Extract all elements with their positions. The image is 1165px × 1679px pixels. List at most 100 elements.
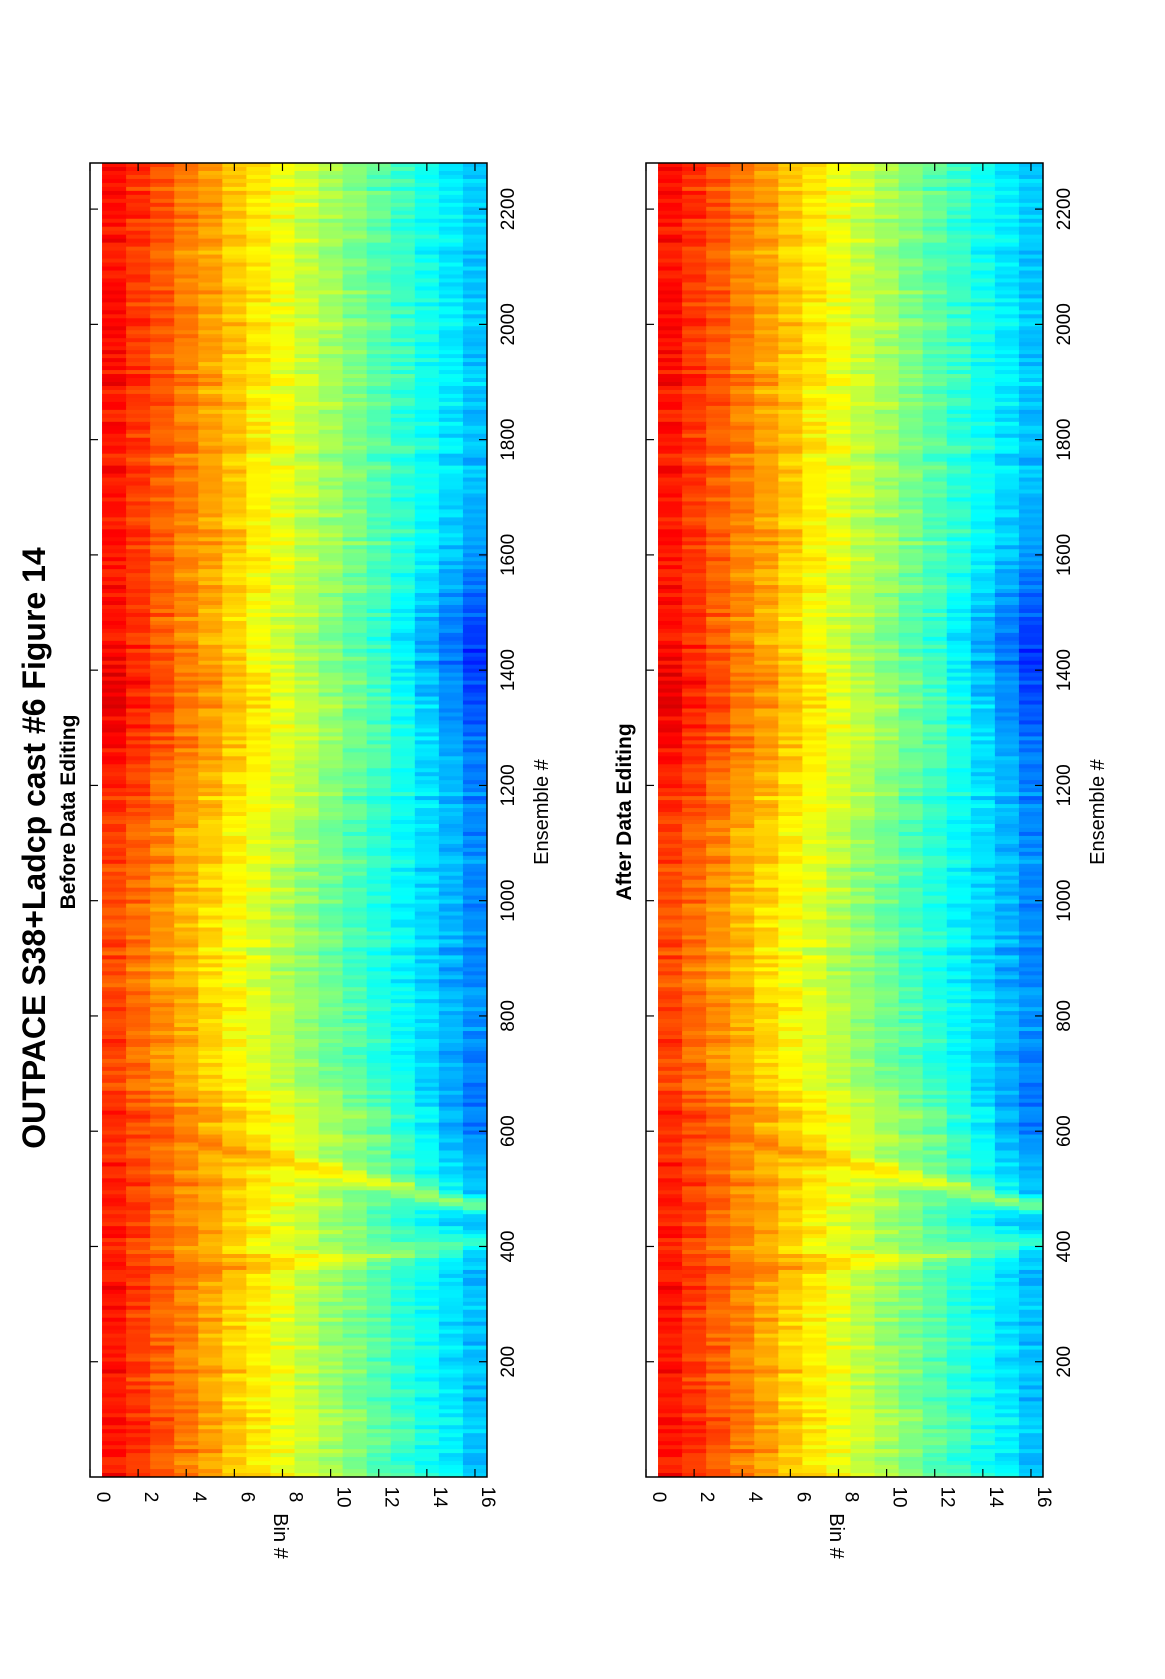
heatmap-cell (318, 1110, 344, 1116)
heatmap-cell (294, 190, 320, 196)
heatmap-cell (390, 604, 416, 610)
heatmap-cell (174, 433, 199, 439)
heatmap-row (102, 820, 487, 825)
heatmap-cell (366, 820, 392, 825)
heatmap-row (102, 274, 487, 280)
heatmap-cell (246, 573, 272, 578)
heatmap-cell (102, 1027, 127, 1032)
heatmap-cell (246, 266, 272, 272)
heatmap-row (102, 883, 487, 889)
heatmap-cell (126, 1070, 151, 1076)
heatmap-cell (318, 397, 344, 403)
heatmap-cell (150, 676, 175, 682)
heatmap-cell (246, 1046, 272, 1052)
heatmap-cell (174, 469, 199, 475)
heatmap-cell (150, 1150, 175, 1156)
heatmap-cell (390, 238, 416, 244)
heatmap-cell (126, 1182, 151, 1187)
heatmap-cell (294, 919, 320, 925)
heatmap-cell (342, 163, 368, 168)
heatmap-cell (174, 1098, 199, 1104)
heatmap-cell (174, 1122, 199, 1128)
heatmap-cell (150, 1190, 175, 1195)
heatmap-cell (102, 1162, 127, 1168)
heatmap-cell (126, 561, 151, 566)
heatmap-cell (126, 445, 151, 451)
heatmap-cell (462, 1242, 487, 1247)
heatmap-cell (222, 226, 247, 232)
heatmap-cell (174, 636, 199, 642)
heatmap-cell (462, 1166, 487, 1171)
heatmap-cell (174, 899, 199, 905)
heatmap-cell (270, 1126, 296, 1132)
heatmap-cell (294, 330, 320, 335)
heatmap-cell (438, 696, 464, 702)
heatmap-cell (342, 1297, 368, 1303)
heatmap-cell (366, 628, 392, 634)
heatmap-cell (462, 1313, 487, 1319)
heatmap-cell (438, 720, 464, 726)
heatmap-cell (366, 306, 392, 311)
heatmap-cell (414, 1150, 440, 1156)
heatmap-row (102, 800, 487, 805)
heatmap-cell (462, 274, 487, 280)
heatmap-cell (342, 593, 368, 598)
heatmap-cell (318, 1035, 344, 1040)
heatmap-cell (414, 597, 440, 602)
heatmap-cell (294, 601, 320, 606)
heatmap-cell (222, 1114, 247, 1120)
heatmap-cell (126, 1122, 151, 1128)
heatmap-cell (342, 1114, 368, 1120)
heatmap-cell (390, 851, 416, 857)
heatmap-cell (222, 493, 247, 499)
heatmap-cell (126, 744, 151, 749)
heatmap-cell (390, 947, 416, 952)
heatmap-cell (390, 449, 416, 455)
heatmap-cell (294, 1190, 320, 1195)
heatmap-cell (150, 1305, 175, 1311)
heatmap-cell (318, 194, 344, 200)
heatmap-cell (318, 1301, 344, 1307)
heatmap-cell (198, 620, 223, 626)
heatmap-row (102, 1238, 487, 1243)
heatmap-cell (390, 704, 416, 710)
heatmap-cell (102, 170, 127, 176)
heatmap-cell (222, 1138, 247, 1144)
heatmap-cell (294, 851, 320, 857)
heatmap-cell (342, 616, 368, 622)
heatmap-cell (270, 1106, 296, 1112)
heatmap-row (102, 1226, 487, 1231)
heatmap-cell (318, 1114, 344, 1120)
heatmap-cell (102, 616, 127, 622)
heatmap-cell (438, 895, 464, 901)
heatmap-cell (294, 644, 320, 650)
heatmap-cell (222, 1242, 247, 1247)
heatmap-row (102, 911, 487, 917)
heatmap-cell (342, 1273, 368, 1279)
heatmap-cell (318, 513, 344, 518)
heatmap-cell (462, 808, 487, 813)
heatmap-cell (414, 246, 440, 252)
heatmap-cell (438, 298, 464, 303)
heatmap-cell (174, 1281, 199, 1287)
heatmap-cell (174, 537, 199, 542)
heatmap-cell (270, 354, 296, 359)
heatmap-cell (126, 469, 151, 475)
heatmap-cell (246, 1039, 272, 1044)
heatmap-cell (126, 923, 151, 929)
heatmap-cell (174, 768, 199, 773)
heatmap-cell (462, 720, 487, 726)
heatmap-cell (414, 1297, 440, 1303)
heatmap-cell (102, 947, 127, 952)
heatmap-cell (414, 923, 440, 929)
heatmap-cell (366, 991, 392, 996)
heatmap-cell (342, 378, 368, 383)
heatmap-cell (414, 194, 440, 200)
heatmap-row (102, 1325, 487, 1331)
heatmap-cell (222, 266, 247, 272)
heatmap-cell (174, 1202, 199, 1207)
heatmap-cell (342, 1313, 368, 1319)
heatmap-cell (198, 991, 223, 996)
heatmap-cell (174, 1182, 199, 1187)
heatmap-cell (150, 437, 175, 443)
